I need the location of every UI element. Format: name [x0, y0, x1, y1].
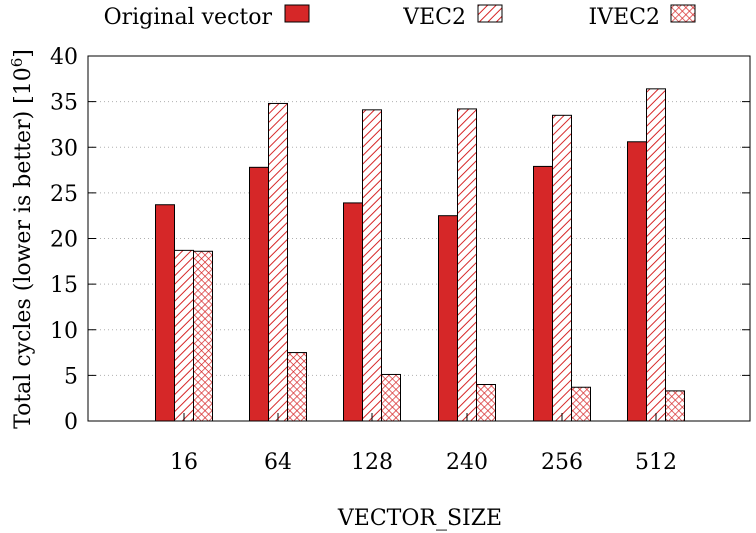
y-tick-label: 40	[50, 45, 78, 70]
bar-64-ivec2	[287, 352, 307, 422]
x-tick-label-512: 512	[635, 450, 677, 475]
legend-swatch-ivec2	[670, 4, 696, 23]
bar-240-original-vector	[438, 215, 458, 422]
legend-item-original: Original vector	[104, 4, 310, 30]
bar-16-ivec2	[193, 250, 213, 422]
y-tick-label: 5	[64, 364, 78, 389]
x-tick-label-240: 240	[446, 450, 488, 475]
bar-256-ivec2	[571, 386, 591, 422]
bar-groups	[155, 88, 685, 422]
bar-16-original-vector	[155, 204, 175, 422]
y-tick-label: 35	[50, 91, 78, 116]
x-tick-label-128: 128	[351, 450, 393, 475]
bar-512-ivec2	[665, 390, 685, 422]
x-tick-label-64: 64	[264, 450, 292, 475]
bar-240-vec2	[457, 108, 477, 422]
legend-label-original: Original vector	[104, 5, 273, 30]
bar-128-original-vector	[343, 202, 363, 422]
bar-240-ivec2	[476, 384, 496, 422]
legend-item-vec2: VEC2	[402, 4, 503, 30]
legend-label-ivec2: IVEC2	[589, 5, 660, 30]
y-axis-title: Total cycles (lower is better) [106]	[8, 49, 36, 429]
bar-256-original-vector	[533, 165, 553, 422]
bar-64-original-vector	[249, 166, 269, 422]
y-tick-label: 20	[50, 228, 78, 253]
y-tick-label: 15	[50, 273, 78, 298]
y-axis-title-main: Total cycles (lower is better) [10	[11, 67, 36, 429]
x-tick-label-256: 256	[541, 450, 583, 475]
bar-16-vec2	[174, 249, 194, 422]
y-tick-label: 0	[64, 410, 78, 435]
bar-512-original-vector	[627, 141, 647, 422]
legend: Original vector VEC2 IVEC2	[104, 4, 696, 30]
x-tick-label-16: 16	[170, 450, 198, 475]
y-axis-ticks: 0 5 10 15 20 25 30 35 40	[50, 45, 750, 435]
bar-256-vec2	[552, 114, 572, 422]
bar-64-vec2	[268, 102, 288, 422]
legend-swatch-original	[284, 4, 310, 23]
bar-128-vec2	[362, 109, 382, 422]
x-axis-title: VECTOR_SIZE	[337, 506, 502, 531]
legend-label-vec2: VEC2	[402, 5, 466, 30]
legend-swatch-vec2	[477, 4, 503, 23]
bar-128-ivec2	[381, 373, 401, 422]
legend-item-ivec2: IVEC2	[589, 4, 696, 30]
bar-512-vec2	[646, 88, 666, 422]
y-tick-label: 30	[50, 136, 78, 161]
y-tick-label: 25	[50, 182, 78, 207]
y-tick-label: 10	[50, 319, 78, 344]
x-axis-ticks: 16 64 128 240 256 512	[170, 413, 677, 475]
y-axis-title-close: ]	[11, 49, 36, 58]
y-axis-title-exponent: 6	[8, 58, 26, 68]
